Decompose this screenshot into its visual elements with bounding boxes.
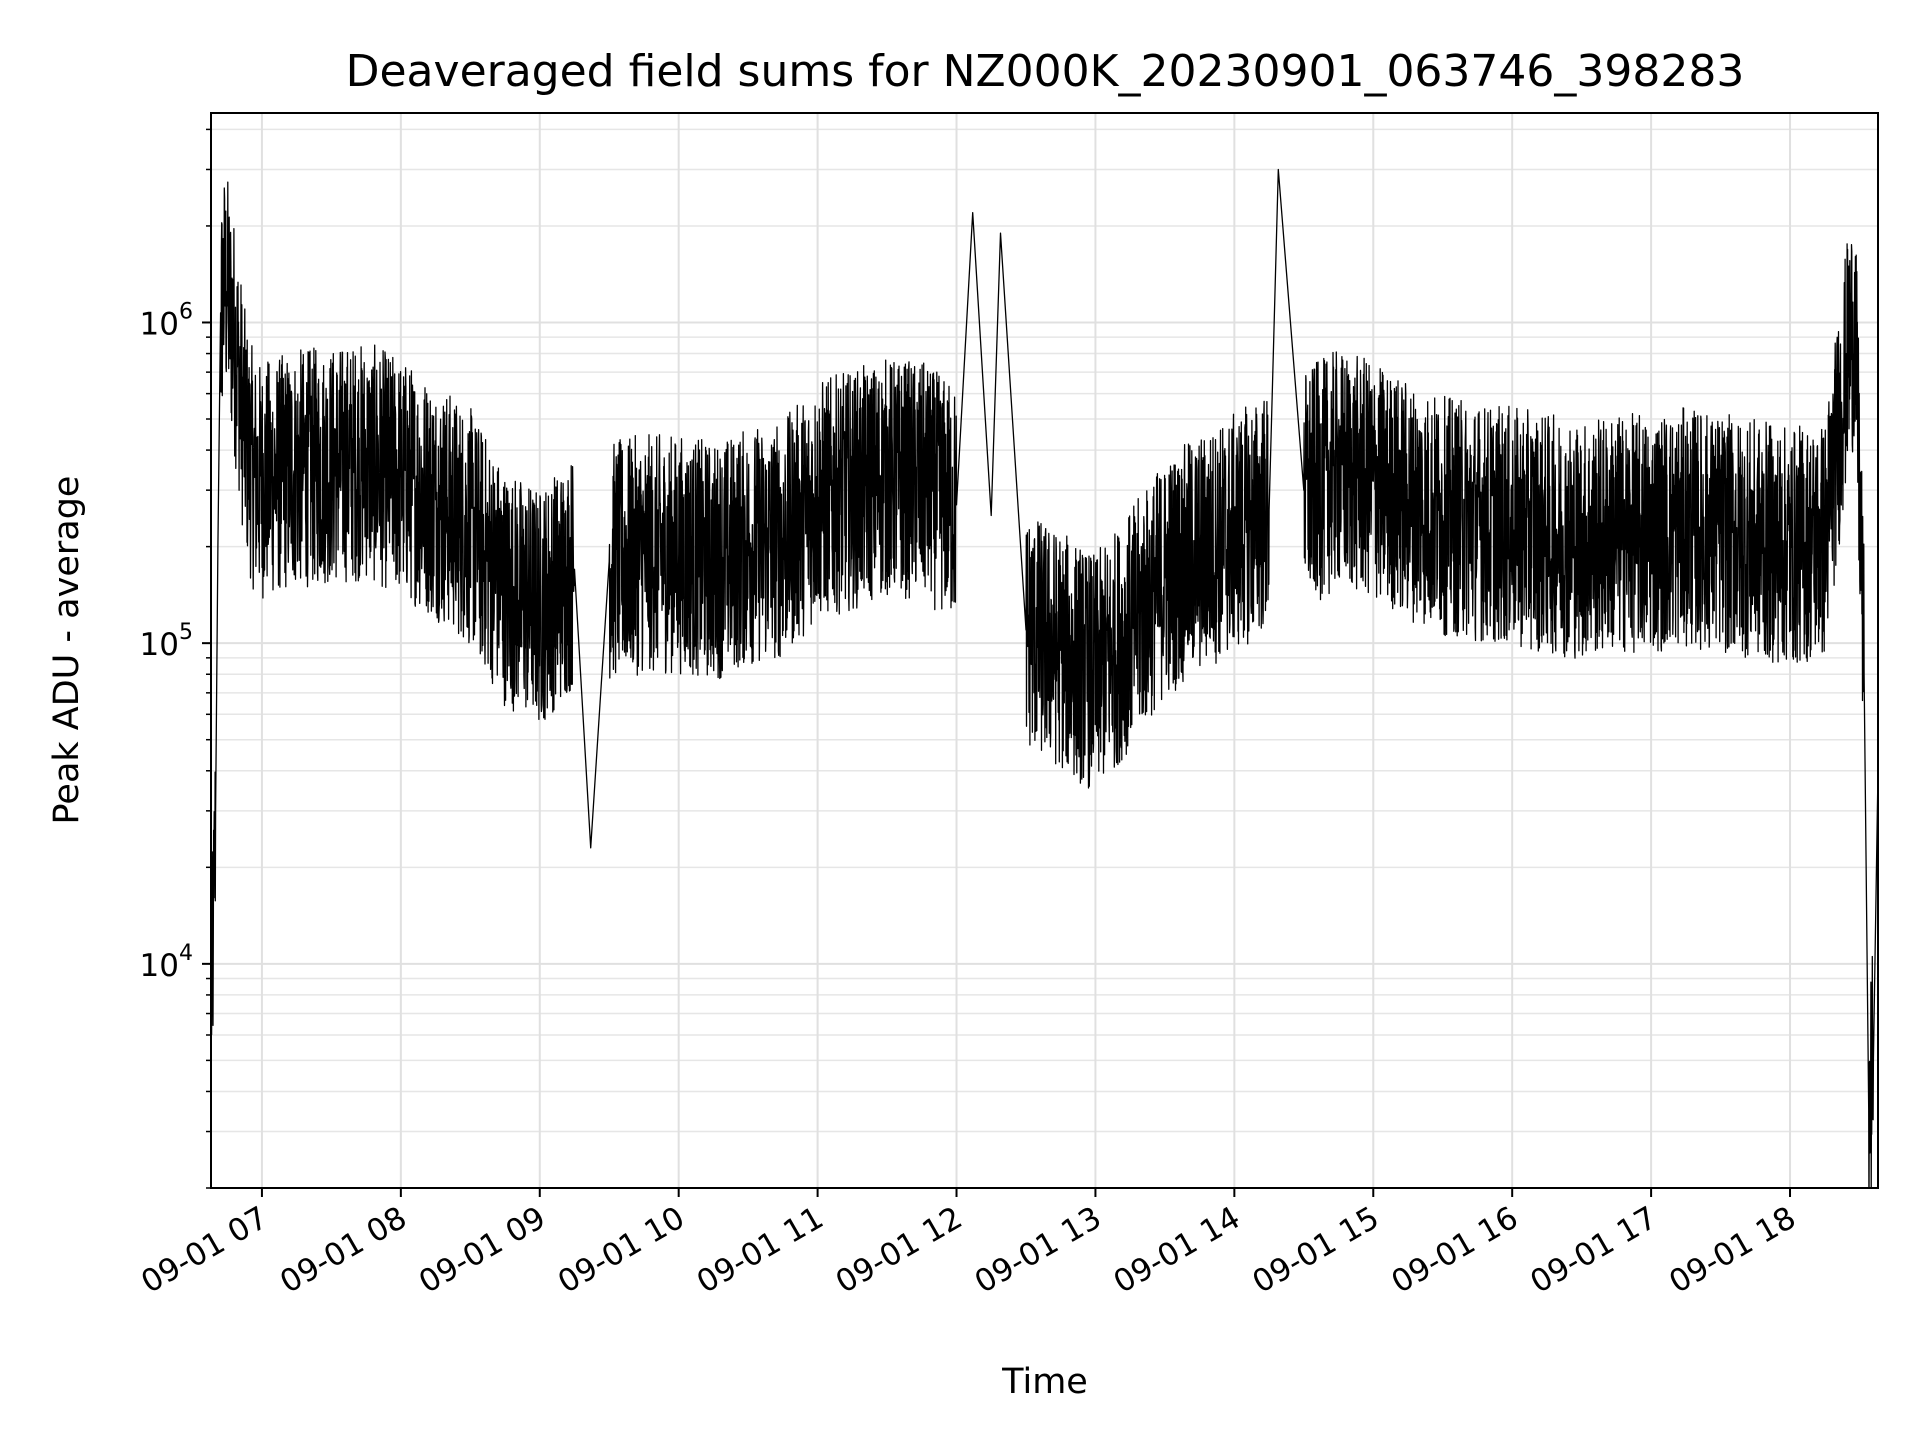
x-tick-label: 09-01 14 <box>1108 1200 1247 1301</box>
x-tick-label: 09-01 15 <box>1247 1200 1386 1301</box>
x-tick-label: 09-01 12 <box>830 1200 969 1301</box>
series-line <box>211 168 1878 1188</box>
y-tick-label: 105 <box>140 620 193 663</box>
chart-title: Deaveraged field sums for NZ000K_2023090… <box>346 46 1745 97</box>
x-axis: 09-01 07 09-01 08 09-01 09 09-01 10 09-01 11… <box>135 1188 1802 1301</box>
x-axis-label: Time <box>1001 1362 1088 1402</box>
plot-frame <box>210 112 1879 1189</box>
x-tick-label: 09-01 08 <box>274 1200 413 1301</box>
y-tick-label: 104 <box>140 941 193 984</box>
y-axis-label: Peak ADU - average <box>47 476 87 825</box>
x-tick-label: 09-01 18 <box>1663 1200 1802 1301</box>
x-tick-label: 09-01 17 <box>1524 1200 1663 1301</box>
x-tick-label: 09-01 07 <box>135 1200 274 1301</box>
x-tick-label: 09-01 10 <box>552 1200 691 1301</box>
x-tick-label: 09-01 11 <box>691 1200 830 1301</box>
y-tick-label: 106 <box>140 299 193 342</box>
x-tick-label: 09-01 16 <box>1385 1200 1524 1301</box>
x-tick-label: 09-01 09 <box>413 1200 552 1301</box>
x-tick-label: 09-01 13 <box>969 1200 1108 1301</box>
y-axis: 104 105 106 <box>140 128 211 1189</box>
